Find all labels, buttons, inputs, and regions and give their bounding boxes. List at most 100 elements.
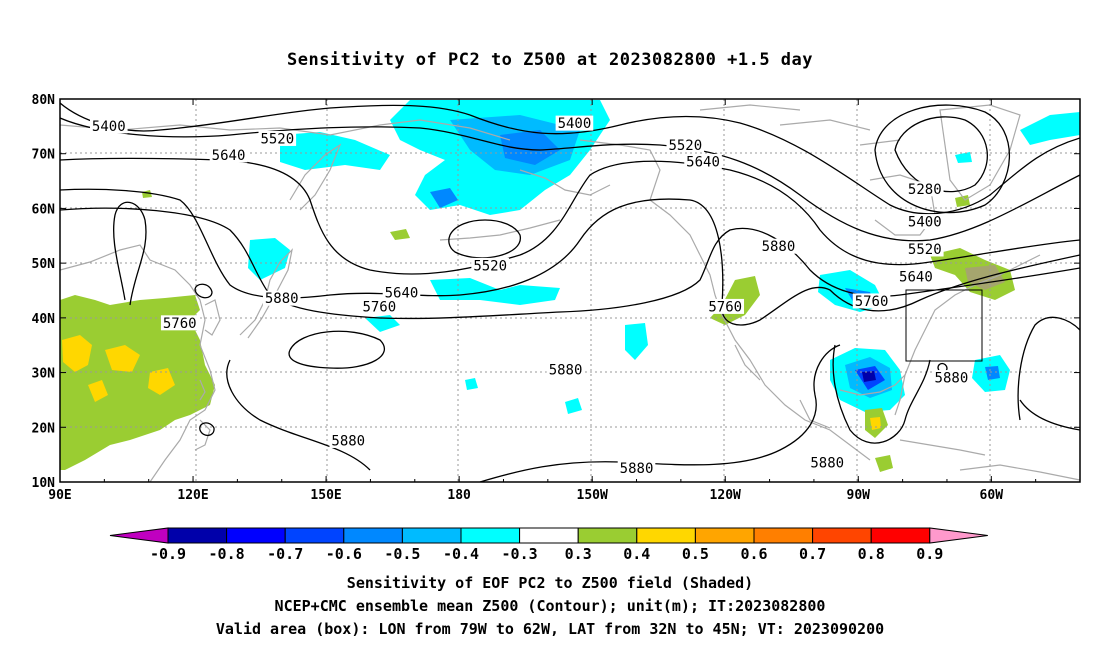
coastline-na-west [699, 254, 871, 461]
colorbar-label: -0.7 [267, 545, 303, 563]
contour-label-bg [905, 214, 944, 230]
lat-axis: 80N 70N 60N 50N 40N 30N 20N 10N [32, 93, 1080, 491]
colorbar-swatch [460, 527, 521, 544]
contour-label-bg [471, 257, 509, 273]
contour-label: 5880 [331, 433, 365, 449]
contour-label: 5640 [385, 286, 419, 302]
lon-label: 60W [980, 488, 1004, 503]
lat-label: 80N [32, 93, 56, 108]
lon-axis: 90E 120E 150E 180 150W 120W 90W 60W [48, 99, 1037, 503]
shade-atlantic-blue [985, 366, 1000, 380]
lon-label: 120W [710, 488, 741, 503]
contour-5400-main [469, 114, 1080, 215]
contour-label: 5880 [762, 239, 796, 255]
coastline-alaska [579, 139, 701, 256]
contour-label: 5880 [935, 371, 969, 387]
contour-5640-main [60, 157, 1080, 275]
coastline-aleutians [439, 219, 561, 241]
lon-label: 90E [48, 488, 71, 503]
contour-labels: 5400552056405400552056405280540055205640… [89, 115, 971, 477]
contour-5880-atlantic [1017, 316, 1080, 421]
contour-label-bg [160, 315, 199, 331]
colorbar-swatch [167, 527, 228, 544]
contour-label: 5520 [668, 138, 702, 154]
contour-label: 5880 [265, 291, 299, 307]
contour-label: 5880 [810, 455, 844, 471]
coastline-japan [239, 248, 293, 339]
contour-label-bg [905, 181, 944, 197]
lon-label: 180 [447, 488, 471, 503]
colorbar-label: -0.9 [150, 545, 186, 563]
lon-label: 90W [847, 488, 871, 503]
shade-asia-yellow-1 [62, 335, 92, 372]
colorbar-swatch [401, 527, 462, 544]
contour-5400-low [874, 104, 1011, 214]
colorbar-label: -0.5 [384, 545, 420, 563]
contour-5880-pac-low [288, 330, 386, 369]
contour-5760-main [60, 188, 1080, 326]
shade-npac-cyan-1 [430, 278, 560, 305]
contour-label-bg [382, 285, 421, 301]
contour-label: 5400 [908, 215, 942, 231]
footer-line-contour: NCEP+CMC ensemble mean Z500 (Contour); u… [274, 597, 826, 615]
coastline-south-america [959, 464, 1080, 481]
contour-label: 5520 [260, 131, 294, 147]
colorbar-label: 0.3 [565, 545, 592, 563]
contour-5880-tropic-2 [479, 344, 841, 482]
sensitivity-shading [60, 100, 1080, 472]
contour-label-bg [932, 370, 971, 386]
lat-label: 50N [32, 257, 56, 272]
shade-japan-cyan [248, 238, 290, 280]
map-title: Sensitivity of PC2 to Z500 at 2023082800… [286, 50, 813, 70]
coastline-kamchatka [289, 143, 342, 211]
colorbar-label: -0.8 [209, 545, 245, 563]
shade-asia-yellow-2 [105, 345, 140, 372]
shade-npac-cyan-4 [565, 398, 582, 414]
contour-label: 5760 [855, 294, 889, 310]
colorbar-swatch [226, 527, 286, 544]
shade-asia-yellow-3 [148, 368, 175, 395]
colorbar-label: 0.4 [623, 545, 650, 563]
contour-label-bg [706, 298, 745, 314]
shade-caribbean-yellow [870, 417, 881, 430]
coastline-arctic-islands [699, 104, 901, 146]
contour-label: 5880 [549, 362, 583, 378]
colorbar-label: 0.6 [740, 545, 767, 563]
contour-small-3 [194, 283, 213, 299]
z500-contours [60, 102, 1080, 482]
contour-label-bg [852, 293, 891, 309]
shade-gulf-darkblue [862, 371, 876, 382]
colorbar-swatch [519, 527, 579, 544]
contour-5280-low [894, 116, 988, 193]
lat-label: 40N [32, 312, 56, 327]
coastline-baja [734, 344, 761, 381]
colorbar-label: 0.5 [682, 545, 709, 563]
colorbar-swatch [753, 527, 814, 544]
colorbar-label: -0.6 [326, 545, 362, 563]
coastline-korea [204, 299, 221, 336]
coastline-gulf [799, 373, 906, 429]
colorbar-swatch [870, 527, 931, 544]
contour-label-bg [808, 454, 847, 470]
shade-npac-cyan-3 [625, 323, 648, 360]
contour-label: 5520 [473, 258, 507, 274]
contour-mid-pac [448, 219, 521, 259]
shade-misc-green-1 [390, 229, 410, 240]
colorbar-swatch [694, 527, 755, 544]
contour-label-bg [666, 137, 705, 153]
plot-frame [59, 98, 1081, 483]
contour-label: 5760 [163, 316, 197, 332]
contour-label: 5760 [362, 299, 396, 315]
footer-line-valid-area: Valid area (box): LON from 79W to 62W, L… [215, 620, 885, 638]
contour-label: 5400 [92, 119, 126, 135]
coastline-bering [519, 169, 611, 196]
shade-npac-cyan-5 [465, 378, 478, 390]
colorbar-label: 0.7 [799, 545, 826, 563]
coastline-caribbean [899, 439, 986, 456]
coastline-na-east [904, 254, 1041, 376]
contour-label-bg [684, 153, 722, 169]
colorbar-swatch [343, 527, 403, 544]
shade-caribbean-green-2 [875, 455, 893, 472]
colorbar-swatch [636, 527, 696, 544]
colorbar-swatch [577, 527, 638, 544]
